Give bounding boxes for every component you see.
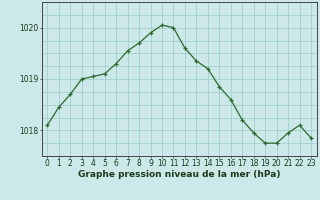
X-axis label: Graphe pression niveau de la mer (hPa): Graphe pression niveau de la mer (hPa) xyxy=(78,170,280,179)
